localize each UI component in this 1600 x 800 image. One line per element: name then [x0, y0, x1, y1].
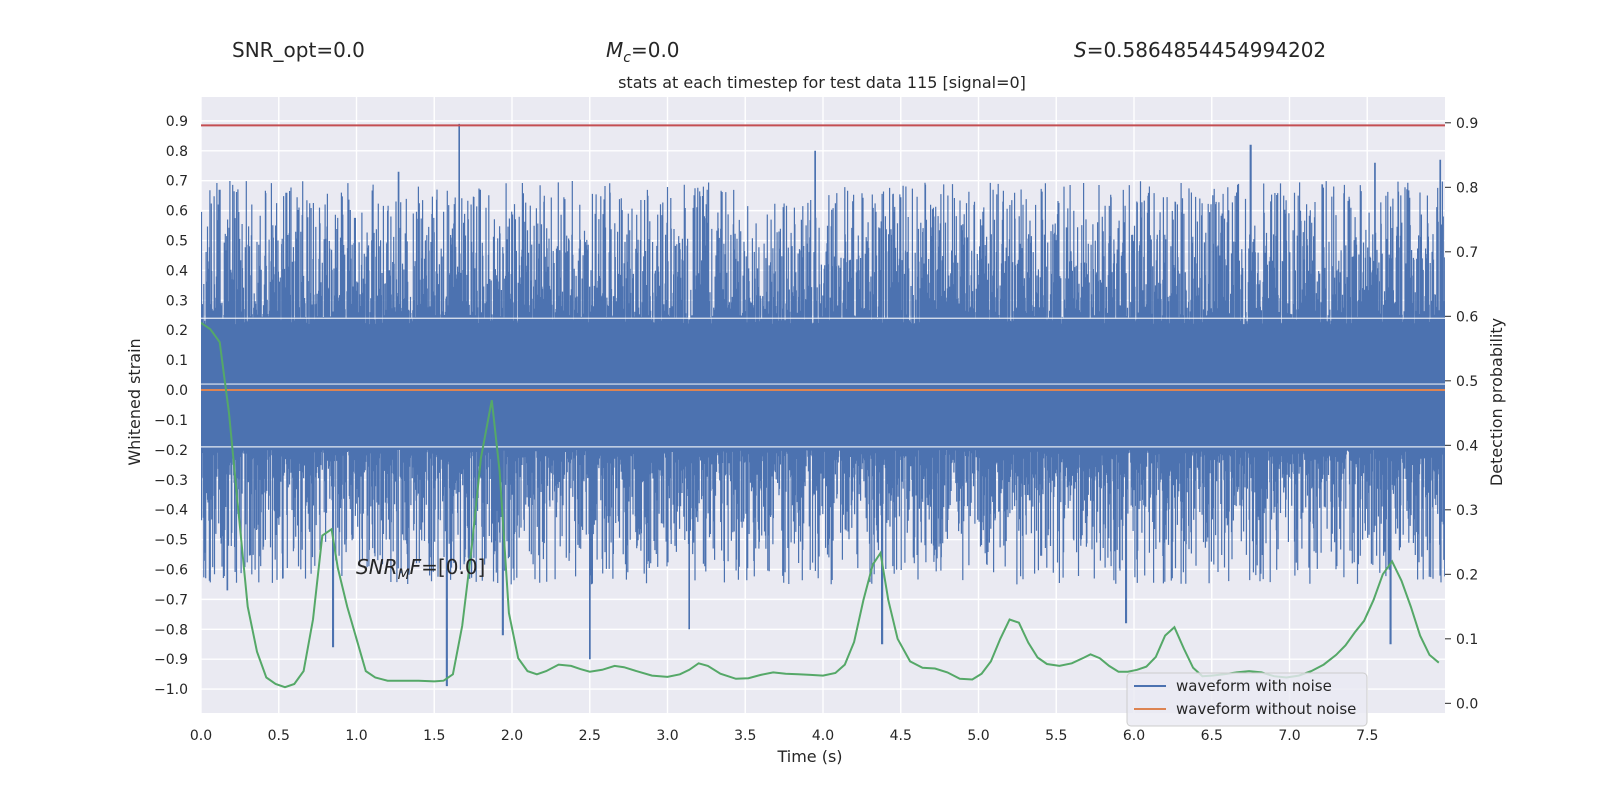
snr-mf-symbol: SNR [356, 555, 398, 579]
x-tick-label: 1.0 [345, 728, 367, 744]
y-tick-label: −0.6 [154, 562, 188, 578]
y-tick-label: −0.5 [154, 533, 188, 549]
y2-tick-label: 0.9 [1456, 116, 1478, 132]
x-tick-label: 3.5 [734, 728, 756, 744]
s-symbol: S [1074, 38, 1087, 62]
y2-tick-label: 0.7 [1456, 245, 1478, 261]
x-tick-label: 0.0 [190, 728, 212, 744]
y2-tick-label: 0.8 [1456, 180, 1478, 196]
y-tick-label: −0.1 [154, 413, 188, 429]
secondary-y-axis-label: Detection probability [1487, 318, 1506, 486]
x-tick-label: 2.0 [501, 728, 523, 744]
x-tick-label: 7.0 [1278, 728, 1300, 744]
snr-opt-stat: SNR_opt=0.0 [232, 38, 365, 62]
y-tick-label: 0.1 [166, 353, 188, 369]
x-tick-label: 7.5 [1356, 728, 1378, 744]
y-tick-label: −0.2 [154, 443, 188, 459]
mc-subscript: c [623, 50, 631, 66]
x-tick-label: 5.0 [967, 728, 989, 744]
x-axis-label: Time (s) [776, 747, 842, 766]
x-tick-label: 1.5 [423, 728, 445, 744]
legend-label-clean: waveform without noise [1176, 700, 1356, 718]
legend: waveform with noise waveform without noi… [1126, 672, 1368, 727]
y-tick-label: 0.7 [166, 174, 188, 190]
snr-mf-subscript: M [398, 567, 410, 583]
s-stat: S=0.5864854454994202 [1074, 38, 1326, 62]
noise-waveform-core [201, 324, 1445, 450]
x-tick-label: 5.5 [1045, 728, 1067, 744]
x-tick-label: 3.0 [656, 728, 678, 744]
snr-opt-label: SNR_opt= [232, 38, 334, 62]
y-tick-label: 0.5 [166, 234, 188, 250]
chirp-mass-stat: Mc=0.0 [606, 38, 680, 66]
x-tick-label: 2.5 [579, 728, 601, 744]
y-tick-label: −0.8 [154, 622, 188, 638]
chart-title: stats at each timestep for test data 115… [618, 73, 1026, 92]
y2-tick-label: 0.5 [1456, 374, 1478, 390]
y2-tick-label: 0.4 [1456, 438, 1478, 454]
y2-tick-label: 0.1 [1456, 632, 1478, 648]
y-tick-label: 0.0 [166, 383, 188, 399]
legend-box [1126, 672, 1368, 727]
snr-opt-value: 0.0 [333, 38, 365, 62]
y-tick-label: 0.3 [166, 293, 188, 309]
y-axis-label: Whitened strain [125, 338, 144, 465]
x-tick-label: 4.0 [812, 728, 834, 744]
s-value: =0.5864854454994202 [1086, 38, 1327, 62]
x-tick-label: 6.0 [1123, 728, 1145, 744]
y-tick-label: 0.8 [166, 144, 188, 160]
y-tick-label: 0.2 [166, 323, 188, 339]
x-tick-label: 6.5 [1201, 728, 1223, 744]
x-tick-label: 0.5 [268, 728, 290, 744]
y-tick-label: −1.0 [154, 682, 188, 698]
y-tick-label: −0.4 [154, 503, 188, 519]
y2-tick-label: 0.3 [1456, 503, 1478, 519]
y-tick-label: −0.3 [154, 473, 188, 489]
y-tick-label: −0.9 [154, 652, 188, 668]
y-tick-label: 0.6 [166, 204, 188, 220]
snr-mf-annotation: SNRMF=[0.0] [356, 555, 485, 583]
snr-mf-suffix: F [410, 555, 422, 579]
y-tick-label: −0.7 [154, 592, 188, 608]
mc-value: =0.0 [630, 38, 680, 62]
y-tick-label: 0.4 [166, 263, 188, 279]
y2-tick-label: 0.2 [1456, 567, 1478, 583]
y-tick-label: 0.9 [166, 114, 188, 130]
legend-label-noise: waveform with noise [1176, 677, 1332, 695]
y2-tick-label: 0.6 [1456, 309, 1478, 325]
x-tick-label: 4.5 [890, 728, 912, 744]
noise-waveform-series [201, 123, 1445, 687]
snr-mf-value: =[0.0] [421, 555, 485, 579]
mc-symbol: M [606, 38, 624, 62]
axes: 0.0 0.5 1.0 1.5 2.0 2.5 3.0 3.5 4.0 4.5 5.0 5.5 6.0 6… [154, 114, 1478, 744]
y2-tick-label: 0.0 [1456, 696, 1478, 712]
